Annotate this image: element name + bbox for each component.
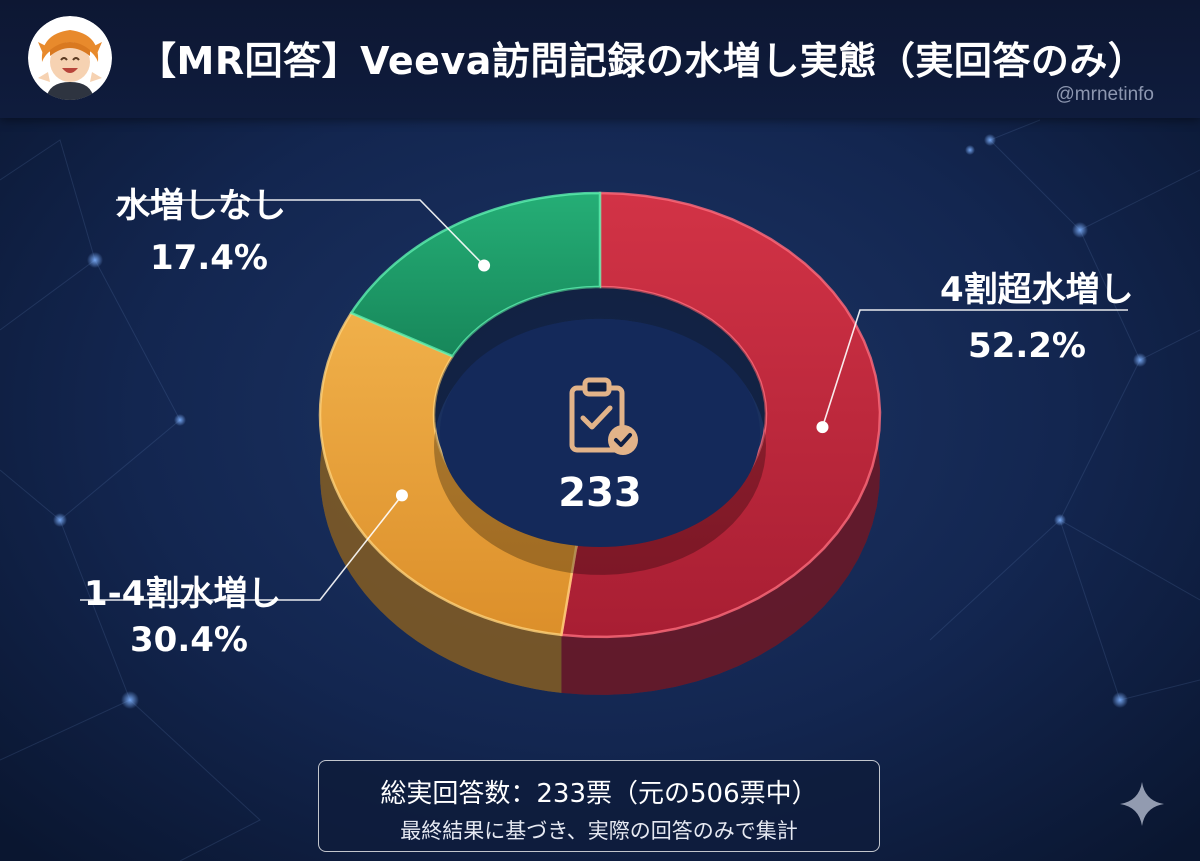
label-name-1-4: 1-4割水増し xyxy=(84,574,282,614)
donut-slices xyxy=(318,191,882,639)
slice-1-4-side xyxy=(320,313,562,693)
page-title: 【MR回答】Veeva訪問記録の水増し実態（実回答のみ） xyxy=(138,39,1147,83)
slice-1-4-dot xyxy=(395,489,408,502)
label-value-none: 17.4% xyxy=(150,238,268,278)
avatar-icon xyxy=(28,16,112,100)
slice-4-plus-side xyxy=(561,193,880,695)
donut-hole xyxy=(440,319,760,547)
slice-4-plus-dot xyxy=(816,421,829,434)
slice-4-plus-leader xyxy=(821,309,1128,428)
slice-none-leader xyxy=(116,199,485,267)
label-name-none: 水増しなし xyxy=(116,186,286,226)
clipboard-check-icon xyxy=(569,377,638,455)
slice-1-4-shade xyxy=(320,313,562,693)
label-name-4-plus: 4割超水増し xyxy=(940,270,1134,310)
account-handle: @mrnetinfo xyxy=(1055,84,1155,105)
summary-sub: 最終結果に基づき、実際の回答のみで集計 xyxy=(400,819,798,843)
summary-main: 総実回答数：233票（元の506票中） xyxy=(380,779,818,809)
slice-none xyxy=(349,191,602,358)
center-total: 233 xyxy=(558,470,642,516)
slice-1-4-inner-wall xyxy=(434,356,578,574)
slice-none-inner-wall xyxy=(452,287,600,389)
slice-none-dot xyxy=(478,259,491,272)
slice-4-plus-shade xyxy=(561,193,880,695)
label-value-4-plus: 52.2% xyxy=(968,326,1086,366)
summary-box: 総実回答数：233票（元の506票中） 最終結果に基づき、実際の回答のみで集計 xyxy=(318,760,880,852)
slice-1-4-leader xyxy=(80,494,403,601)
sparkle-icon xyxy=(1120,782,1164,826)
leader-lines xyxy=(80,199,1128,601)
header-bar: 【MR回答】Veeva訪問記録の水増し実態（実回答のみ） @mrnetinfo xyxy=(0,0,1200,118)
label-value-1-4: 30.4% xyxy=(130,620,248,660)
